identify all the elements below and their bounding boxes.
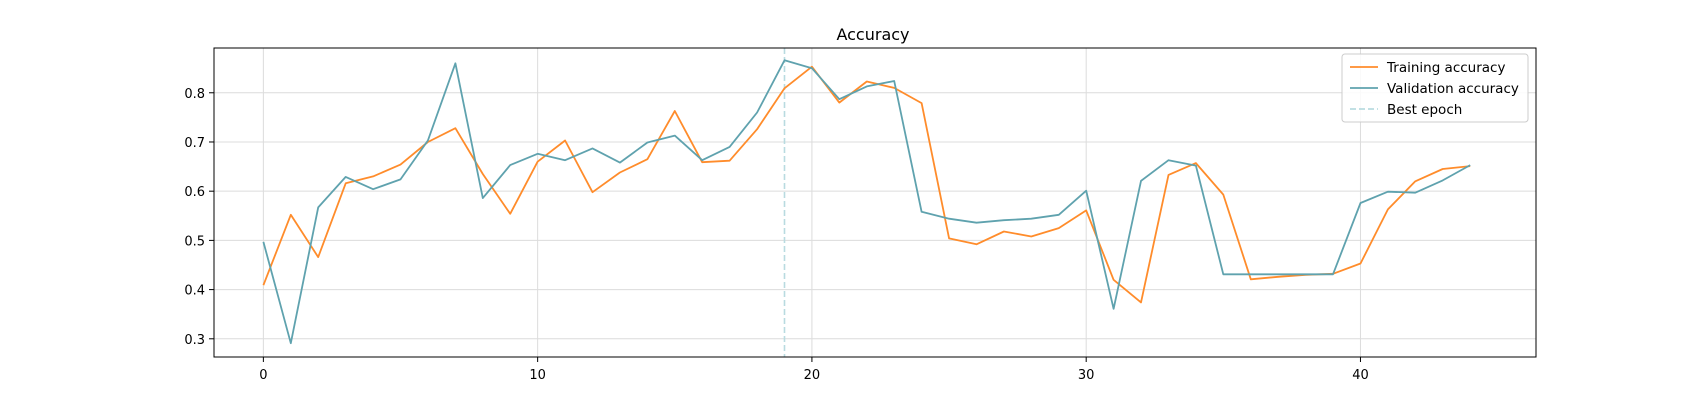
legend-best-epoch-label: Best epoch — [1387, 102, 1462, 118]
x-tick-label: 30 — [1078, 368, 1095, 383]
series-line-training-accuracy — [262, 65, 1471, 304]
legend-box — [1341, 53, 1529, 123]
x-axis: 0 10 20 30 40 — [259, 357, 1369, 383]
x-tick-label: 20 — [804, 368, 821, 383]
y-tick-label: 0.7 — [184, 136, 205, 151]
y-tick-label: 0.3 — [184, 333, 205, 348]
legend-training-accuracy-label: Training accuracy — [1386, 60, 1505, 76]
y-axis: 0.3 0.4 0.5 0.6 0.7 0.8 — [184, 87, 214, 348]
legend-validation-accuracy-label: Validation accuracy — [1387, 81, 1519, 97]
y-tick-label: 0.4 — [184, 284, 205, 299]
x-tick-label: 40 — [1352, 368, 1369, 383]
grid — [214, 48, 1536, 357]
y-tick-label: 0.5 — [184, 234, 205, 249]
y-tick-label: 0.6 — [184, 185, 205, 200]
series-group — [262, 59, 1471, 345]
chart-title: Accuracy — [836, 25, 909, 44]
series-line-validation-accuracy — [262, 59, 1471, 345]
y-tick-label: 0.8 — [184, 87, 205, 102]
x-tick-label: 10 — [529, 368, 546, 383]
x-tick-label: 0 — [259, 368, 267, 383]
plot-frame — [213, 47, 1537, 358]
legend: Training accuracy Validation accuracy Best… — [1341, 53, 1529, 123]
